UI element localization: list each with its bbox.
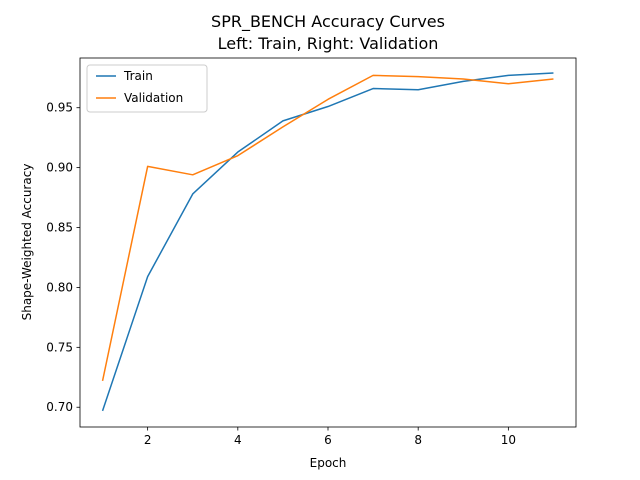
y-tick-label: 0.90	[46, 161, 73, 175]
y-tick-label: 0.80	[46, 280, 73, 294]
plot-area: 2 4 6 8 10 0.70 0.75 0.80 0.85 0.90 0.95 Train Valid…	[46, 57, 577, 447]
legend-box	[86, 64, 208, 113]
x-axis-label: Epoch	[310, 456, 347, 470]
chart-subtitle: Left: Train, Right: Validation	[218, 34, 439, 53]
y-tick-label: 0.95	[46, 101, 73, 115]
y-tick-label: 0.85	[46, 221, 73, 235]
legend-label-train: Train	[123, 69, 153, 83]
x-tick-label: 10	[501, 433, 516, 447]
plot-frame	[79, 57, 577, 428]
x-tick-label: 2	[144, 433, 152, 447]
x-tick-label: 4	[234, 433, 242, 447]
y-tick-label: 0.75	[46, 340, 73, 354]
chart-title: SPR_BENCH Accuracy Curves	[211, 12, 445, 32]
x-tick-label: 6	[324, 433, 332, 447]
series-line-train	[101, 72, 554, 412]
y-axis-label: Shape-Weighted Accuracy	[20, 164, 34, 321]
y-tick-label: 0.70	[46, 400, 73, 414]
series-line-validation	[101, 74, 554, 382]
x-tick-label: 8	[414, 433, 422, 447]
legend-label-validation: Validation	[124, 91, 183, 105]
